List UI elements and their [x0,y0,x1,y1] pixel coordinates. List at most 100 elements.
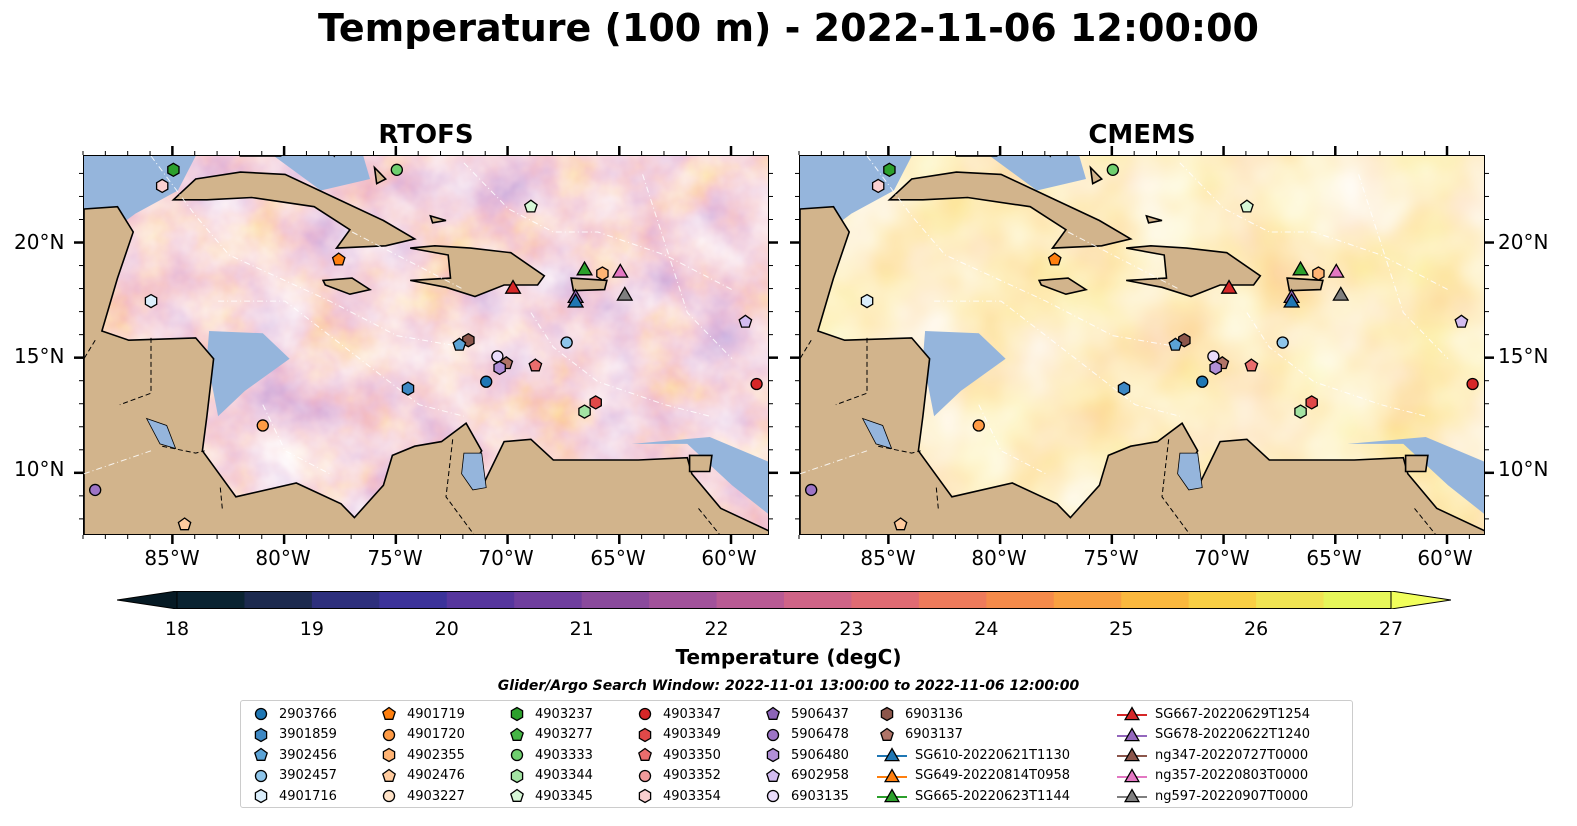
legend-marker-icon [766,789,780,803]
legend-marker-icon [510,748,524,762]
legend-label: SG665-20220623T1144 [915,788,1071,804]
legend-label: 3902456 [279,747,337,763]
axis-tick-marks [74,146,1494,544]
platform-marker [1168,337,1183,351]
legend-entry: 4903227 [379,786,465,806]
legend-entry: 4903349 [635,725,721,745]
legend-entry: 5906437 [763,704,849,724]
legend-entry: 4901716 [251,786,337,806]
legend-entry: 6903137 [877,725,963,745]
legend-label: 4901716 [279,788,337,804]
platform-marker [1294,404,1307,419]
legend-marker-icon [766,747,780,763]
legend-marker-icon [880,727,894,741]
x-tick-label: 80°W [255,546,311,570]
legend-label: SG610-20220621T1130 [915,747,1071,763]
colorbar-bin [716,591,785,609]
platform-marker [491,350,504,363]
platform-marker [390,163,404,176]
legend-label: 6903137 [905,727,963,742]
legend-marker-icon [510,727,524,741]
x-tick-label: 75°W [367,546,423,570]
legend-entry: 4902355 [379,745,465,765]
platform-marker [1327,263,1345,278]
platform-marker [401,381,415,396]
legend-label: 4902355 [407,747,465,763]
panel-title-rtofs: RTOFS [378,120,474,150]
legend-entry: 5906480 [763,745,849,765]
legend-entry: 2903766 [251,704,337,724]
legend-label: 4903347 [663,706,721,722]
legend-marker-icon [638,707,652,721]
platform-marker [1466,377,1479,391]
legend-marker-icon [766,728,780,741]
legend-entry: 5906478 [763,725,849,745]
platform-marker [1209,360,1222,376]
legend-label: 4903237 [535,706,593,722]
map-panel-rtofs[interactable] [83,155,769,535]
legend-entry: 3901859 [251,725,337,745]
platform-marker [1244,358,1259,372]
platform-legend: 2903766 3901859 3902456 3902457 4901716 49017… [240,700,1353,808]
legend-entry: 4903350 [635,745,721,765]
colorbar-bin [649,591,718,609]
colorbar-bin [1053,591,1122,609]
legend-entry: 4903344 [507,766,593,786]
search-window-label: Glider/Argo Search Window: 2022-11-01 13… [497,678,1080,694]
platform-marker [452,337,467,351]
platform-marker [1239,199,1254,213]
legend-label: ng357-20220803T0000 [1155,768,1309,783]
legend-entry: 3902456 [251,745,337,765]
platform-marker [1106,163,1120,176]
legend-label: 2903766 [279,706,337,722]
legend-entry: ng597-20220907T0000 [1117,786,1308,806]
legend-entry: SG665-20220623T1144 [877,786,1070,806]
legend-entry: SG678-20220622T1240 [1117,725,1310,745]
legend-marker-icon [1117,767,1147,782]
legend-label: 6902958 [791,768,849,783]
x-tick-label: 60°W [701,546,757,570]
legend-entry: SG649-20220814T0958 [877,766,1070,786]
legend-marker-icon [638,788,652,804]
legend-label: 4903352 [663,768,721,783]
platform-marker [88,483,102,497]
panel-title-cmems: CMEMS [1088,120,1196,150]
legend-entry: 4901719 [379,704,465,724]
legend-label: ng347-20220727T0000 [1155,747,1309,763]
platform-marker [167,162,180,178]
platform-marker [596,266,609,281]
legend-entry: 4903347 [635,704,721,724]
legend-entry: 3902457 [251,766,337,786]
legend-marker-icon [877,747,907,762]
legend-marker-icon [510,788,524,802]
legend-entry: ng357-20220803T0000 [1117,766,1308,786]
legend-label: 3901859 [279,727,337,742]
platform-marker [1207,350,1220,363]
colorbar-tick-label: 20 [434,618,459,640]
legend-marker-icon [510,706,524,722]
legend-marker-icon [254,727,268,742]
legend-label: 4901720 [407,727,465,742]
legend-label: 4903344 [535,768,593,783]
y-tick-label: 20°N [1498,230,1549,254]
legend-label: 5906480 [791,747,849,763]
legend-entry: 4903277 [507,725,593,745]
legend-marker-icon [766,706,780,720]
legend-label: 4903345 [535,788,593,804]
legend-label: 4903227 [407,788,465,804]
legend-label: 4901719 [407,706,465,722]
x-tick-label: 70°W [478,546,534,570]
legend-entry: 6903136 [877,704,963,724]
platform-marker [493,360,506,376]
legend-label: ng597-20220907T0000 [1155,788,1309,804]
colorbar-bin [1121,591,1190,609]
map-panel-cmems[interactable] [799,155,1485,535]
legend-marker-icon [254,788,268,804]
platform-marker [1305,395,1318,410]
y-tick-label: 15°N [14,344,65,368]
y-tick-label: 20°N [14,230,65,254]
colorbar-bin [514,591,583,609]
platform-marker [1312,266,1325,281]
legend-label: 6903135 [791,788,849,804]
platform-marker [804,483,818,497]
